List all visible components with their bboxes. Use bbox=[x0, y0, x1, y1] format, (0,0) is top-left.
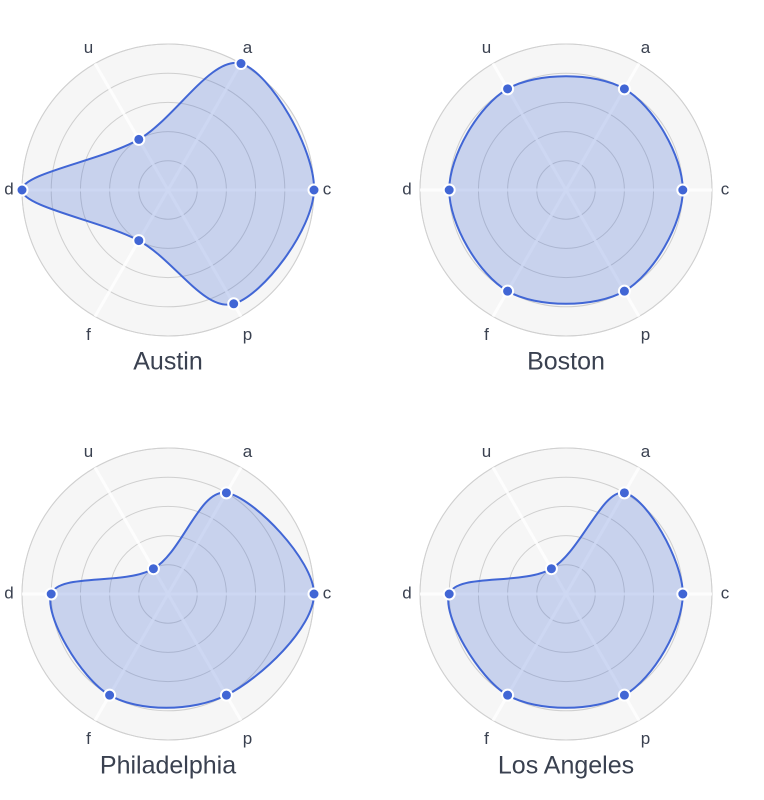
data-point bbox=[132, 234, 146, 248]
axis-label: f bbox=[86, 325, 91, 344]
data-point bbox=[676, 183, 690, 197]
data-point bbox=[617, 284, 631, 298]
spoke bbox=[93, 189, 170, 318]
data-point bbox=[44, 587, 58, 601]
data-point bbox=[219, 486, 233, 500]
chart-title: Boston bbox=[527, 348, 605, 376]
axis-label: p bbox=[243, 325, 252, 344]
axis-label: a bbox=[641, 38, 651, 57]
spoke bbox=[166, 62, 243, 191]
spoke bbox=[93, 62, 170, 191]
chart-title: Austin bbox=[133, 348, 202, 376]
axis-label: c bbox=[323, 583, 332, 602]
axis-label: d bbox=[402, 583, 411, 602]
data-point bbox=[544, 562, 558, 576]
axis-label: c bbox=[721, 583, 730, 602]
axis-label: u bbox=[482, 442, 491, 461]
data-point bbox=[617, 82, 631, 96]
data-point bbox=[501, 82, 515, 96]
axis-label: p bbox=[641, 325, 650, 344]
axis-label: a bbox=[243, 38, 253, 57]
data-point bbox=[219, 688, 233, 702]
data-point bbox=[617, 688, 631, 702]
data-point bbox=[617, 486, 631, 500]
data-point bbox=[234, 57, 248, 71]
axis-label: d bbox=[4, 583, 13, 602]
data-point bbox=[307, 183, 321, 197]
axis-label: a bbox=[243, 442, 253, 461]
axis-label: c bbox=[721, 179, 730, 198]
chart-title: Los Angeles bbox=[498, 752, 634, 780]
radar-chart: a c p f d u Philadelphia bbox=[4, 442, 331, 780]
axis-label: p bbox=[641, 729, 650, 748]
data-point bbox=[442, 587, 456, 601]
data-point bbox=[501, 688, 515, 702]
axis-label: c bbox=[323, 179, 332, 198]
data-point bbox=[676, 587, 690, 601]
radar-chart: a c p f d u Boston bbox=[402, 38, 729, 376]
data-point bbox=[146, 562, 160, 576]
axis-label: u bbox=[84, 442, 93, 461]
radar-chart: a c p f d u Austin bbox=[4, 38, 331, 376]
axis-label: d bbox=[4, 179, 13, 198]
data-point bbox=[132, 132, 146, 146]
axis-label: f bbox=[484, 729, 489, 748]
radar-chart: a c p f d u Los Angeles bbox=[402, 442, 729, 780]
data-point bbox=[15, 183, 29, 197]
data-point bbox=[307, 587, 321, 601]
radar-area bbox=[448, 75, 684, 305]
axis-label: a bbox=[641, 442, 651, 461]
data-point bbox=[103, 688, 117, 702]
data-point bbox=[501, 284, 515, 298]
axis-label: u bbox=[482, 38, 491, 57]
axis-label: p bbox=[243, 729, 252, 748]
axis-label: f bbox=[484, 325, 489, 344]
axis-label: u bbox=[84, 38, 93, 57]
data-point bbox=[442, 183, 456, 197]
chart-title: Philadelphia bbox=[100, 752, 236, 780]
data-point bbox=[227, 297, 241, 311]
axis-label: d bbox=[402, 179, 411, 198]
axis-label: f bbox=[86, 729, 91, 748]
spoke bbox=[166, 189, 243, 318]
